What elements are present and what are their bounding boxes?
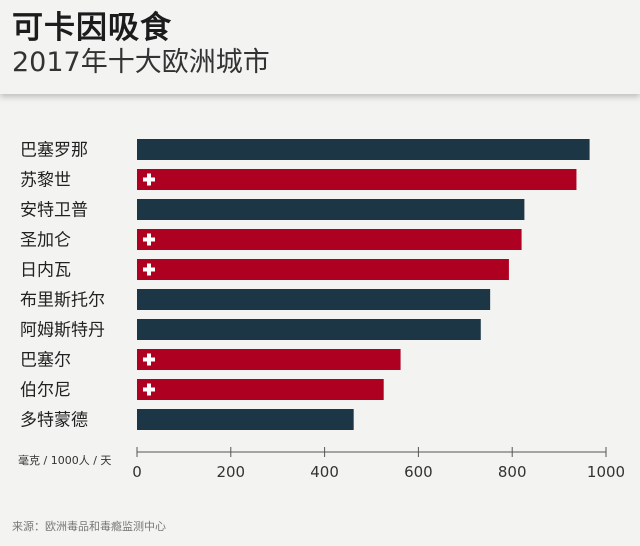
x-tick-label: 1000 xyxy=(587,463,625,481)
bar xyxy=(137,289,491,310)
category-label: 伯尔尼 xyxy=(20,381,71,401)
category-label: 圣加仑 xyxy=(20,231,71,251)
chart-header: 可卡因吸食 2017年十大欧洲城市 xyxy=(0,0,640,94)
bar xyxy=(137,379,384,400)
bar xyxy=(137,319,481,340)
source-note: 来源：欧洲毒品和毒瘾监测中心 xyxy=(12,520,166,533)
category-label: 巴塞罗那 xyxy=(20,141,88,161)
x-axis: 毫克 / 1000人 / 天 0 200 400 600 800 1000 xyxy=(18,447,625,481)
bar xyxy=(137,229,522,250)
x-axis-label: 毫克 / 1000人 / 天 xyxy=(18,453,111,467)
x-tick-label: 400 xyxy=(310,463,339,481)
bar xyxy=(137,409,354,430)
swiss-cross-icon xyxy=(143,387,155,392)
swiss-cross-icon xyxy=(143,177,155,182)
chart-title: 可卡因吸食 xyxy=(12,10,172,46)
swiss-cross-icon xyxy=(143,267,155,272)
x-tick-label: 0 xyxy=(132,463,142,481)
swiss-cross-icon xyxy=(143,237,155,242)
bar xyxy=(137,199,525,220)
bar xyxy=(137,169,577,190)
chart-subtitle: 2017年十大欧洲城市 xyxy=(12,47,270,78)
category-label: 日内瓦 xyxy=(20,261,71,281)
bar xyxy=(137,139,590,160)
category-label: 安特卫普 xyxy=(20,201,88,221)
x-tick-label: 200 xyxy=(216,463,245,481)
category-label: 布里斯托尔 xyxy=(20,291,105,311)
bar xyxy=(137,349,401,370)
swiss-cross-icon xyxy=(143,357,155,362)
x-tick-label: 800 xyxy=(498,463,527,481)
category-label: 阿姆斯特丹 xyxy=(20,321,105,341)
category-label: 苏黎世 xyxy=(20,171,71,191)
bar xyxy=(137,259,509,280)
x-tick-label: 600 xyxy=(404,463,433,481)
category-label: 多特蒙德 xyxy=(20,411,88,431)
category-label: 巴塞尔 xyxy=(20,351,71,371)
